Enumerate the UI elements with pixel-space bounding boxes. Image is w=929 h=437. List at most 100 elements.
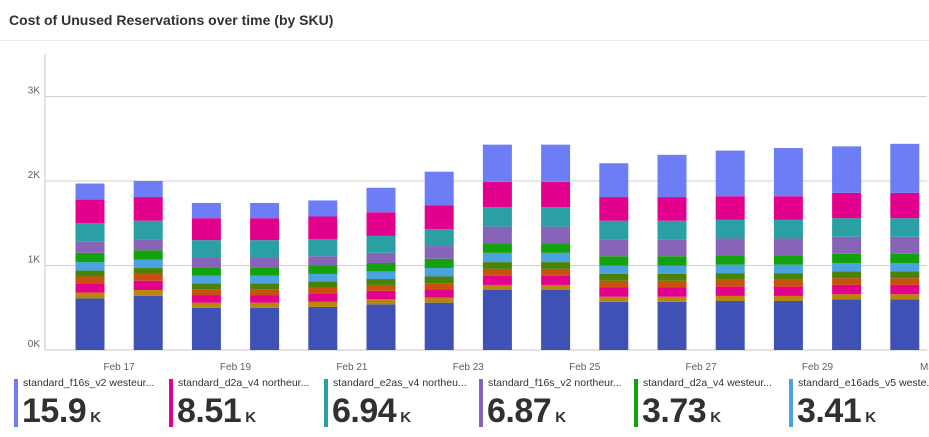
bar-segment[interactable]	[541, 181, 571, 208]
bar-segment[interactable]	[308, 281, 338, 288]
bar-segment[interactable]	[599, 265, 629, 274]
bar-segment[interactable]	[75, 276, 105, 284]
bar-segment[interactable]	[250, 307, 280, 350]
bar-segment[interactable]	[75, 270, 105, 277]
bar-segment[interactable]	[715, 295, 745, 301]
bar-segment[interactable]	[424, 171, 454, 206]
bar-segment[interactable]	[773, 273, 803, 280]
bar-segment[interactable]	[832, 284, 862, 295]
bar-segment[interactable]	[366, 304, 396, 350]
bar-segment[interactable]	[424, 205, 454, 230]
legend-item-1[interactable]: standard_f16s_v2 westeur... 15.9 K	[14, 376, 164, 430]
bar-segment[interactable]	[890, 284, 920, 295]
bar-segment[interactable]	[133, 268, 163, 274]
bar-segment[interactable]	[133, 273, 163, 281]
bar-segment[interactable]	[541, 284, 571, 291]
bar-segment[interactable]	[424, 268, 454, 277]
bar-segment[interactable]	[482, 268, 512, 276]
bar-segment[interactable]	[366, 271, 396, 280]
bar-segment[interactable]	[541, 290, 571, 350]
bar-stack[interactable]	[250, 202, 280, 350]
bar-segment[interactable]	[890, 143, 920, 193]
bar-segment[interactable]	[599, 296, 629, 302]
bar-segment[interactable]	[366, 290, 396, 300]
bar-segment[interactable]	[715, 196, 745, 220]
bar-segment[interactable]	[832, 253, 862, 263]
bar-segment[interactable]	[482, 262, 512, 269]
bar-segment[interactable]	[657, 197, 687, 221]
bar-segment[interactable]	[715, 273, 745, 280]
bar-segment[interactable]	[133, 295, 163, 350]
bar-segment[interactable]	[424, 289, 454, 298]
legend-item-5[interactable]: standard_d2a_v4 westeur... 3.73 K	[634, 376, 784, 430]
bar-segment[interactable]	[715, 255, 745, 265]
bar-segment[interactable]	[250, 275, 280, 284]
legend-item-4[interactable]: standard_f16s_v2 northeur... 6.87 K	[479, 376, 629, 430]
bar-segment[interactable]	[133, 280, 163, 291]
bar-segment[interactable]	[715, 286, 745, 296]
bar-segment[interactable]	[308, 301, 338, 307]
bar-stack[interactable]	[541, 144, 571, 350]
bar-segment[interactable]	[657, 265, 687, 274]
bar-segment[interactable]	[308, 287, 338, 294]
bar-segment[interactable]	[191, 202, 221, 219]
bar-segment[interactable]	[890, 236, 920, 254]
bar-segment[interactable]	[424, 229, 454, 247]
bar-segment[interactable]	[541, 262, 571, 269]
bar-segment[interactable]	[890, 278, 920, 285]
bar-segment[interactable]	[541, 243, 571, 253]
bar-segment[interactable]	[250, 302, 280, 308]
bar-segment[interactable]	[308, 200, 338, 217]
bar-segment[interactable]	[424, 283, 454, 290]
legend-item-6[interactable]: standard_e16ads_v5 weste... 3.41 K	[789, 376, 929, 430]
bar-segment[interactable]	[366, 279, 396, 285]
bar-segment[interactable]	[250, 240, 280, 258]
bar-segment[interactable]	[75, 252, 105, 263]
bar-segment[interactable]	[541, 226, 571, 244]
bar-segment[interactable]	[832, 299, 862, 350]
bar-segment[interactable]	[773, 295, 803, 301]
bar-segment[interactable]	[191, 267, 221, 276]
bar-segment[interactable]	[482, 275, 512, 285]
bar-segment[interactable]	[75, 183, 105, 200]
bar-segment[interactable]	[482, 207, 512, 227]
bar-segment[interactable]	[133, 197, 163, 221]
bar-segment[interactable]	[657, 280, 687, 288]
bar-segment[interactable]	[657, 273, 687, 281]
bar-segment[interactable]	[75, 262, 105, 271]
bar-segment[interactable]	[191, 295, 221, 303]
bar-segment[interactable]	[657, 220, 687, 240]
bar-segment[interactable]	[482, 243, 512, 253]
bar-segment[interactable]	[250, 267, 280, 276]
bar-segment[interactable]	[657, 301, 687, 350]
bar-segment[interactable]	[366, 284, 396, 291]
bar-segment[interactable]	[773, 279, 803, 287]
bar-segment[interactable]	[482, 284, 512, 291]
bar-segment[interactable]	[482, 252, 512, 263]
bar-stack[interactable]	[133, 181, 163, 350]
bar-segment[interactable]	[191, 218, 221, 241]
bar-segment[interactable]	[890, 253, 920, 263]
legend-item-3[interactable]: standard_e2as_v4 northeu... 6.94 K	[324, 376, 474, 430]
bar-segment[interactable]	[191, 275, 221, 284]
bar-segment[interactable]	[482, 226, 512, 244]
bar-segment[interactable]	[424, 302, 454, 350]
bar-segment[interactable]	[599, 287, 629, 297]
bar-segment[interactable]	[366, 187, 396, 213]
bar-segment[interactable]	[715, 219, 745, 239]
bar-stack[interactable]	[657, 154, 687, 350]
bar-segment[interactable]	[308, 216, 338, 240]
bar-segment[interactable]	[773, 148, 803, 197]
bar-segment[interactable]	[657, 296, 687, 302]
bar-segment[interactable]	[599, 280, 629, 288]
bar-segment[interactable]	[308, 256, 338, 266]
bar-segment[interactable]	[773, 219, 803, 239]
bar-segment[interactable]	[75, 223, 105, 242]
bar-segment[interactable]	[133, 259, 163, 269]
bar-segment[interactable]	[832, 278, 862, 285]
bar-segment[interactable]	[599, 239, 629, 257]
bar-stack[interactable]	[599, 163, 629, 350]
bar-segment[interactable]	[541, 144, 571, 182]
bar-segment[interactable]	[424, 297, 454, 303]
bar-stack[interactable]	[715, 150, 745, 350]
